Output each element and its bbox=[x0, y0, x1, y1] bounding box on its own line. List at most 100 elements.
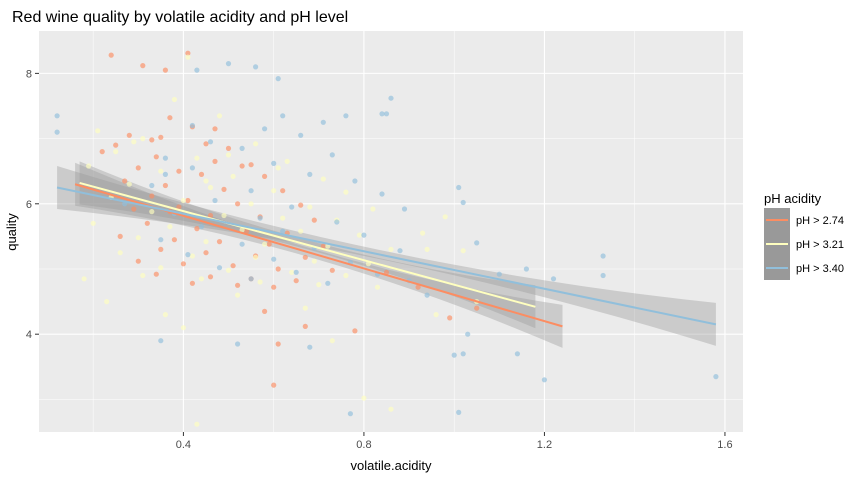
data-point-series-1 bbox=[135, 165, 141, 171]
data-points bbox=[54, 50, 719, 427]
data-point-series-2 bbox=[388, 246, 394, 252]
data-point-series-1 bbox=[189, 280, 195, 286]
data-point-series-3 bbox=[216, 265, 223, 271]
data-point-series-3 bbox=[379, 111, 385, 117]
data-point-series-1 bbox=[171, 237, 177, 243]
data-point-series-1 bbox=[158, 246, 164, 252]
data-point-series-3 bbox=[523, 266, 530, 272]
data-point-series-1 bbox=[207, 212, 214, 219]
data-point-series-3 bbox=[325, 280, 331, 286]
data-point-series-1 bbox=[162, 67, 168, 73]
data-point-series-3 bbox=[465, 331, 471, 337]
data-point-series-3 bbox=[460, 199, 466, 206]
data-point-series-1 bbox=[302, 254, 308, 260]
plot-panel bbox=[39, 31, 743, 432]
data-point-series-1 bbox=[99, 149, 105, 155]
data-point-series-2 bbox=[180, 325, 186, 331]
data-point-series-2 bbox=[198, 276, 205, 282]
data-point-series-2 bbox=[230, 173, 236, 179]
data-point-series-3 bbox=[456, 184, 462, 191]
data-point-series-3 bbox=[541, 377, 548, 383]
data-point-series-3 bbox=[383, 111, 390, 117]
data-point-series-2 bbox=[203, 239, 209, 245]
data-point-series-2 bbox=[420, 230, 426, 236]
data-point-series-3 bbox=[298, 132, 304, 138]
data-point-series-2 bbox=[81, 276, 87, 282]
data-point-series-3 bbox=[474, 240, 480, 246]
data-point-series-1 bbox=[329, 267, 335, 273]
data-point-series-2 bbox=[194, 421, 200, 427]
data-point-series-2 bbox=[374, 284, 381, 290]
data-point-series-1 bbox=[207, 274, 214, 280]
data-point-series-1 bbox=[203, 250, 209, 256]
data-point-series-2 bbox=[442, 214, 448, 220]
data-point-series-3 bbox=[388, 95, 394, 101]
data-point-series-1 bbox=[262, 173, 268, 179]
data-point-series-3 bbox=[401, 206, 408, 212]
data-point-series-3 bbox=[248, 188, 254, 194]
data-point-series-2 bbox=[316, 282, 322, 288]
data-point-series-2 bbox=[361, 395, 367, 401]
data-point-series-2 bbox=[356, 232, 362, 238]
data-point-series-3 bbox=[329, 152, 335, 158]
chart-title: Red wine quality by volatile acidity and… bbox=[12, 9, 348, 26]
data-point-series-1 bbox=[203, 141, 209, 147]
data-point-series-2 bbox=[329, 338, 335, 344]
data-point-series-1 bbox=[194, 226, 200, 232]
data-point-series-3 bbox=[198, 224, 205, 230]
data-point-series-1 bbox=[225, 145, 232, 151]
data-point-series-3 bbox=[343, 113, 349, 119]
data-point-series-3 bbox=[54, 129, 60, 135]
y-tick-label: 4 bbox=[26, 329, 32, 341]
x-tick-label: 0.4 bbox=[176, 439, 191, 451]
data-point-series-2 bbox=[189, 253, 195, 259]
data-point-series-2 bbox=[158, 168, 164, 174]
data-point-series-2 bbox=[140, 272, 146, 279]
x-tick-label: 1.2 bbox=[537, 439, 552, 451]
legend-entries: pH > 2.74 pH > 3.21 pH > 3.40 bbox=[764, 208, 844, 280]
data-point-series-1 bbox=[212, 126, 218, 132]
data-point-series-2 bbox=[311, 258, 317, 264]
data-point-series-3 bbox=[239, 241, 245, 247]
x-tick-label: 1.6 bbox=[717, 439, 732, 451]
data-point-series-2 bbox=[216, 113, 223, 119]
data-point-series-1 bbox=[271, 284, 277, 290]
data-point-series-1 bbox=[212, 158, 218, 164]
data-point-series-3 bbox=[162, 171, 168, 177]
data-point-series-3 bbox=[185, 252, 191, 258]
data-point-series-2 bbox=[253, 254, 259, 260]
data-point-series-2 bbox=[235, 292, 241, 298]
legend-label: pH > 2.74 bbox=[796, 215, 844, 227]
y-tick-label: 6 bbox=[26, 199, 32, 211]
legend-label: pH > 3.21 bbox=[796, 239, 844, 251]
data-point-series-1 bbox=[126, 132, 132, 138]
data-point-series-1 bbox=[275, 341, 281, 347]
data-point-series-1 bbox=[162, 182, 168, 189]
data-point-series-3 bbox=[235, 341, 241, 347]
data-point-series-2 bbox=[162, 312, 168, 318]
data-point-series-3 bbox=[225, 61, 232, 67]
data-point-series-1 bbox=[180, 261, 186, 267]
data-point-series-2 bbox=[117, 250, 123, 256]
data-point-series-2 bbox=[320, 176, 326, 182]
data-point-series-2 bbox=[239, 227, 245, 233]
data-point-series-3 bbox=[271, 256, 277, 262]
data-point-series-3 bbox=[212, 197, 218, 204]
data-point-series-1 bbox=[135, 258, 141, 264]
data-point-series-3 bbox=[248, 276, 254, 282]
data-point-series-3 bbox=[514, 351, 521, 357]
data-point-series-2 bbox=[388, 406, 394, 412]
data-point-series-2 bbox=[433, 312, 439, 318]
data-point-series-3 bbox=[253, 64, 259, 70]
data-point-series-1 bbox=[167, 115, 173, 121]
data-point-series-2 bbox=[343, 272, 349, 279]
data-point-series-1 bbox=[239, 163, 245, 169]
legend-label: pH > 3.40 bbox=[796, 263, 844, 275]
data-point-series-1 bbox=[122, 178, 128, 184]
data-point-series-1 bbox=[352, 328, 358, 334]
data-point-series-1 bbox=[216, 239, 223, 245]
x-axis-label: volatile.acidity bbox=[351, 458, 432, 473]
data-point-series-2 bbox=[126, 181, 132, 187]
data-point-series-2 bbox=[158, 265, 164, 271]
